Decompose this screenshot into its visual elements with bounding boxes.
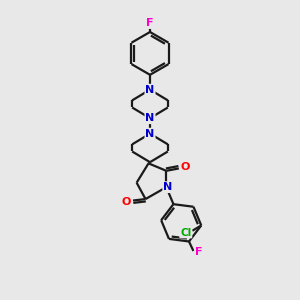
- Text: N: N: [163, 182, 172, 192]
- Text: F: F: [146, 18, 154, 28]
- Text: N: N: [146, 113, 154, 123]
- Text: O: O: [181, 162, 190, 172]
- Text: N: N: [146, 85, 154, 95]
- Text: F: F: [195, 247, 202, 257]
- Text: Cl: Cl: [180, 227, 191, 238]
- Text: O: O: [122, 197, 131, 207]
- Text: N: N: [146, 129, 154, 139]
